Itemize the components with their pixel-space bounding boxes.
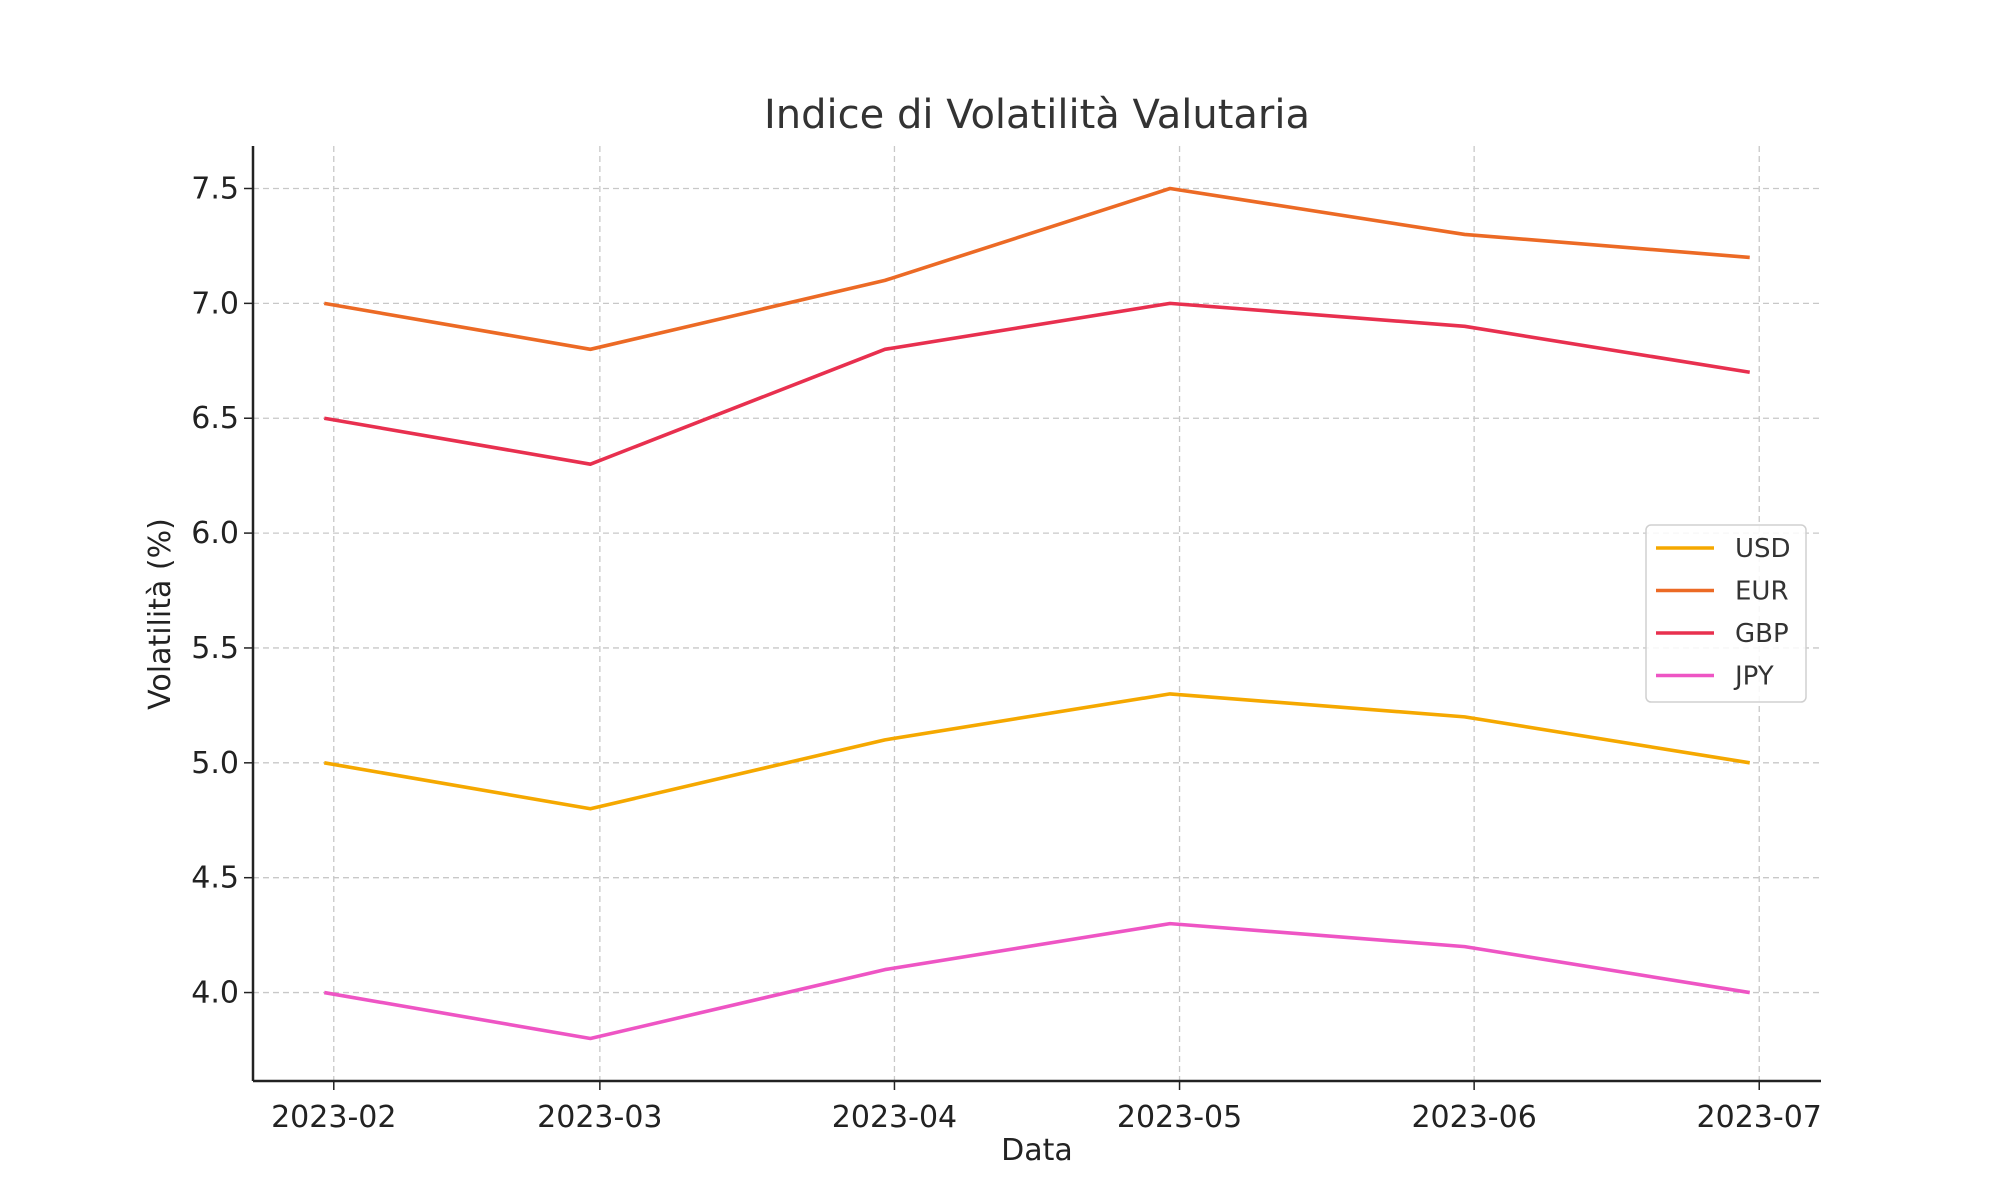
series-line-usd bbox=[323, 692, 1751, 811]
legend-label-gbp: GBP bbox=[1735, 619, 1789, 649]
chart-title: Indice di Volatilità Valutaria bbox=[764, 92, 1310, 138]
x-tick-label: 2023-04 bbox=[832, 1100, 957, 1135]
series-line-eur bbox=[323, 186, 1750, 352]
ticks: 2023-02 2023-03 2023-04 2023-05 2023-06 2023-… bbox=[191, 172, 1822, 1136]
legend: USD EUR GBP JPY bbox=[1645, 524, 1807, 703]
legend-label-usd: USD bbox=[1735, 534, 1791, 564]
legend-label-jpy: JPY bbox=[1733, 662, 1774, 692]
series-line-jpy bbox=[323, 921, 1751, 1041]
x-tick-label: 2023-07 bbox=[1697, 1100, 1822, 1135]
legend-box bbox=[1645, 524, 1807, 703]
y-tick-label: 4.0 bbox=[191, 976, 239, 1011]
y-tick-label: 5.0 bbox=[191, 746, 239, 781]
y-tick-label: 6.5 bbox=[191, 401, 239, 436]
y-tick-label: 4.5 bbox=[191, 861, 239, 896]
legend-label-eur: EUR bbox=[1735, 577, 1789, 607]
y-tick-label: 5.5 bbox=[191, 631, 239, 666]
x-axis-label: Data bbox=[1001, 1133, 1073, 1168]
series-lines bbox=[323, 186, 1751, 1041]
y-tick-label: 6.0 bbox=[191, 516, 239, 551]
grid bbox=[253, 146, 1821, 1081]
y-axis-label: Volatilità (%) bbox=[143, 518, 178, 710]
series-line-gbp bbox=[323, 301, 1751, 466]
x-tick-label: 2023-05 bbox=[1117, 1100, 1242, 1135]
x-tick-label: 2023-06 bbox=[1411, 1100, 1536, 1135]
axes bbox=[251, 146, 1821, 1083]
y-tick-label: 7.5 bbox=[191, 172, 239, 207]
x-tick-label: 2023-02 bbox=[271, 1100, 396, 1135]
x-tick-label: 2023-03 bbox=[537, 1100, 662, 1135]
y-tick-label: 7.0 bbox=[191, 286, 239, 321]
